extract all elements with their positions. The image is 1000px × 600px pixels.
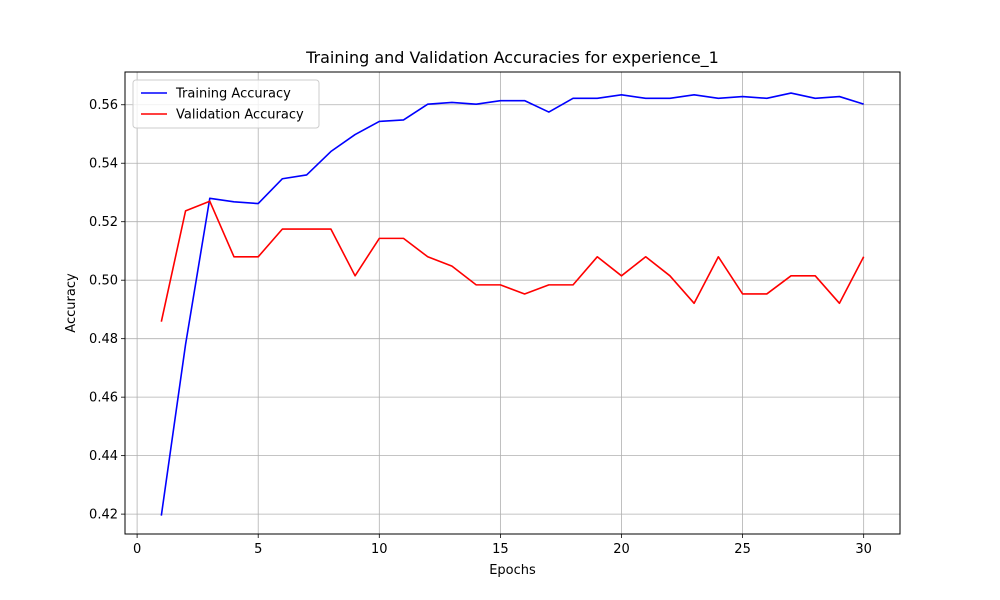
- x-tick-label: 10: [371, 542, 388, 557]
- legend-entry: Validation Accuracy: [176, 108, 304, 123]
- plot-frame: [124, 71, 901, 535]
- x-tick-label: 25: [734, 542, 751, 557]
- x-tick-label: 0: [133, 542, 141, 557]
- y-tick-label: 0.54: [89, 157, 118, 172]
- grid: [125, 72, 900, 534]
- y-tick-label: 0.44: [89, 449, 118, 464]
- series-lines: [160, 92, 865, 516]
- legend-box: [132, 79, 320, 129]
- legend: Training Accuracy Validation Accuracy: [132, 79, 320, 129]
- y-axis-label: Accuracy: [64, 273, 79, 333]
- chart-title: Training and Validation Accuracies for e…: [305, 48, 719, 68]
- x-tick-label: 15: [492, 542, 509, 557]
- x-axis-label: Epochs: [489, 563, 536, 578]
- series-line-0: [160, 92, 864, 516]
- x-tick-label: 5: [254, 542, 262, 557]
- legend-entry: Training Accuracy: [175, 87, 291, 102]
- x-tick-label: 30: [855, 542, 872, 557]
- series-line-1: [160, 200, 865, 322]
- y-tick-label: 0.42: [89, 508, 118, 523]
- y-tick-label: 0.56: [89, 98, 118, 113]
- y-tick-label: 0.46: [89, 391, 118, 406]
- y-axis-ticks: 0.42 0.44 0.46 0.48 0.50 0.52 0.54 0.56: [89, 98, 125, 523]
- x-tick-label: 20: [613, 542, 630, 557]
- y-tick-label: 0.48: [89, 332, 118, 347]
- x-axis-ticks: 0 5 10 15 20 25 30: [133, 534, 872, 557]
- y-tick-label: 0.50: [89, 274, 118, 289]
- y-tick-label: 0.52: [89, 215, 118, 230]
